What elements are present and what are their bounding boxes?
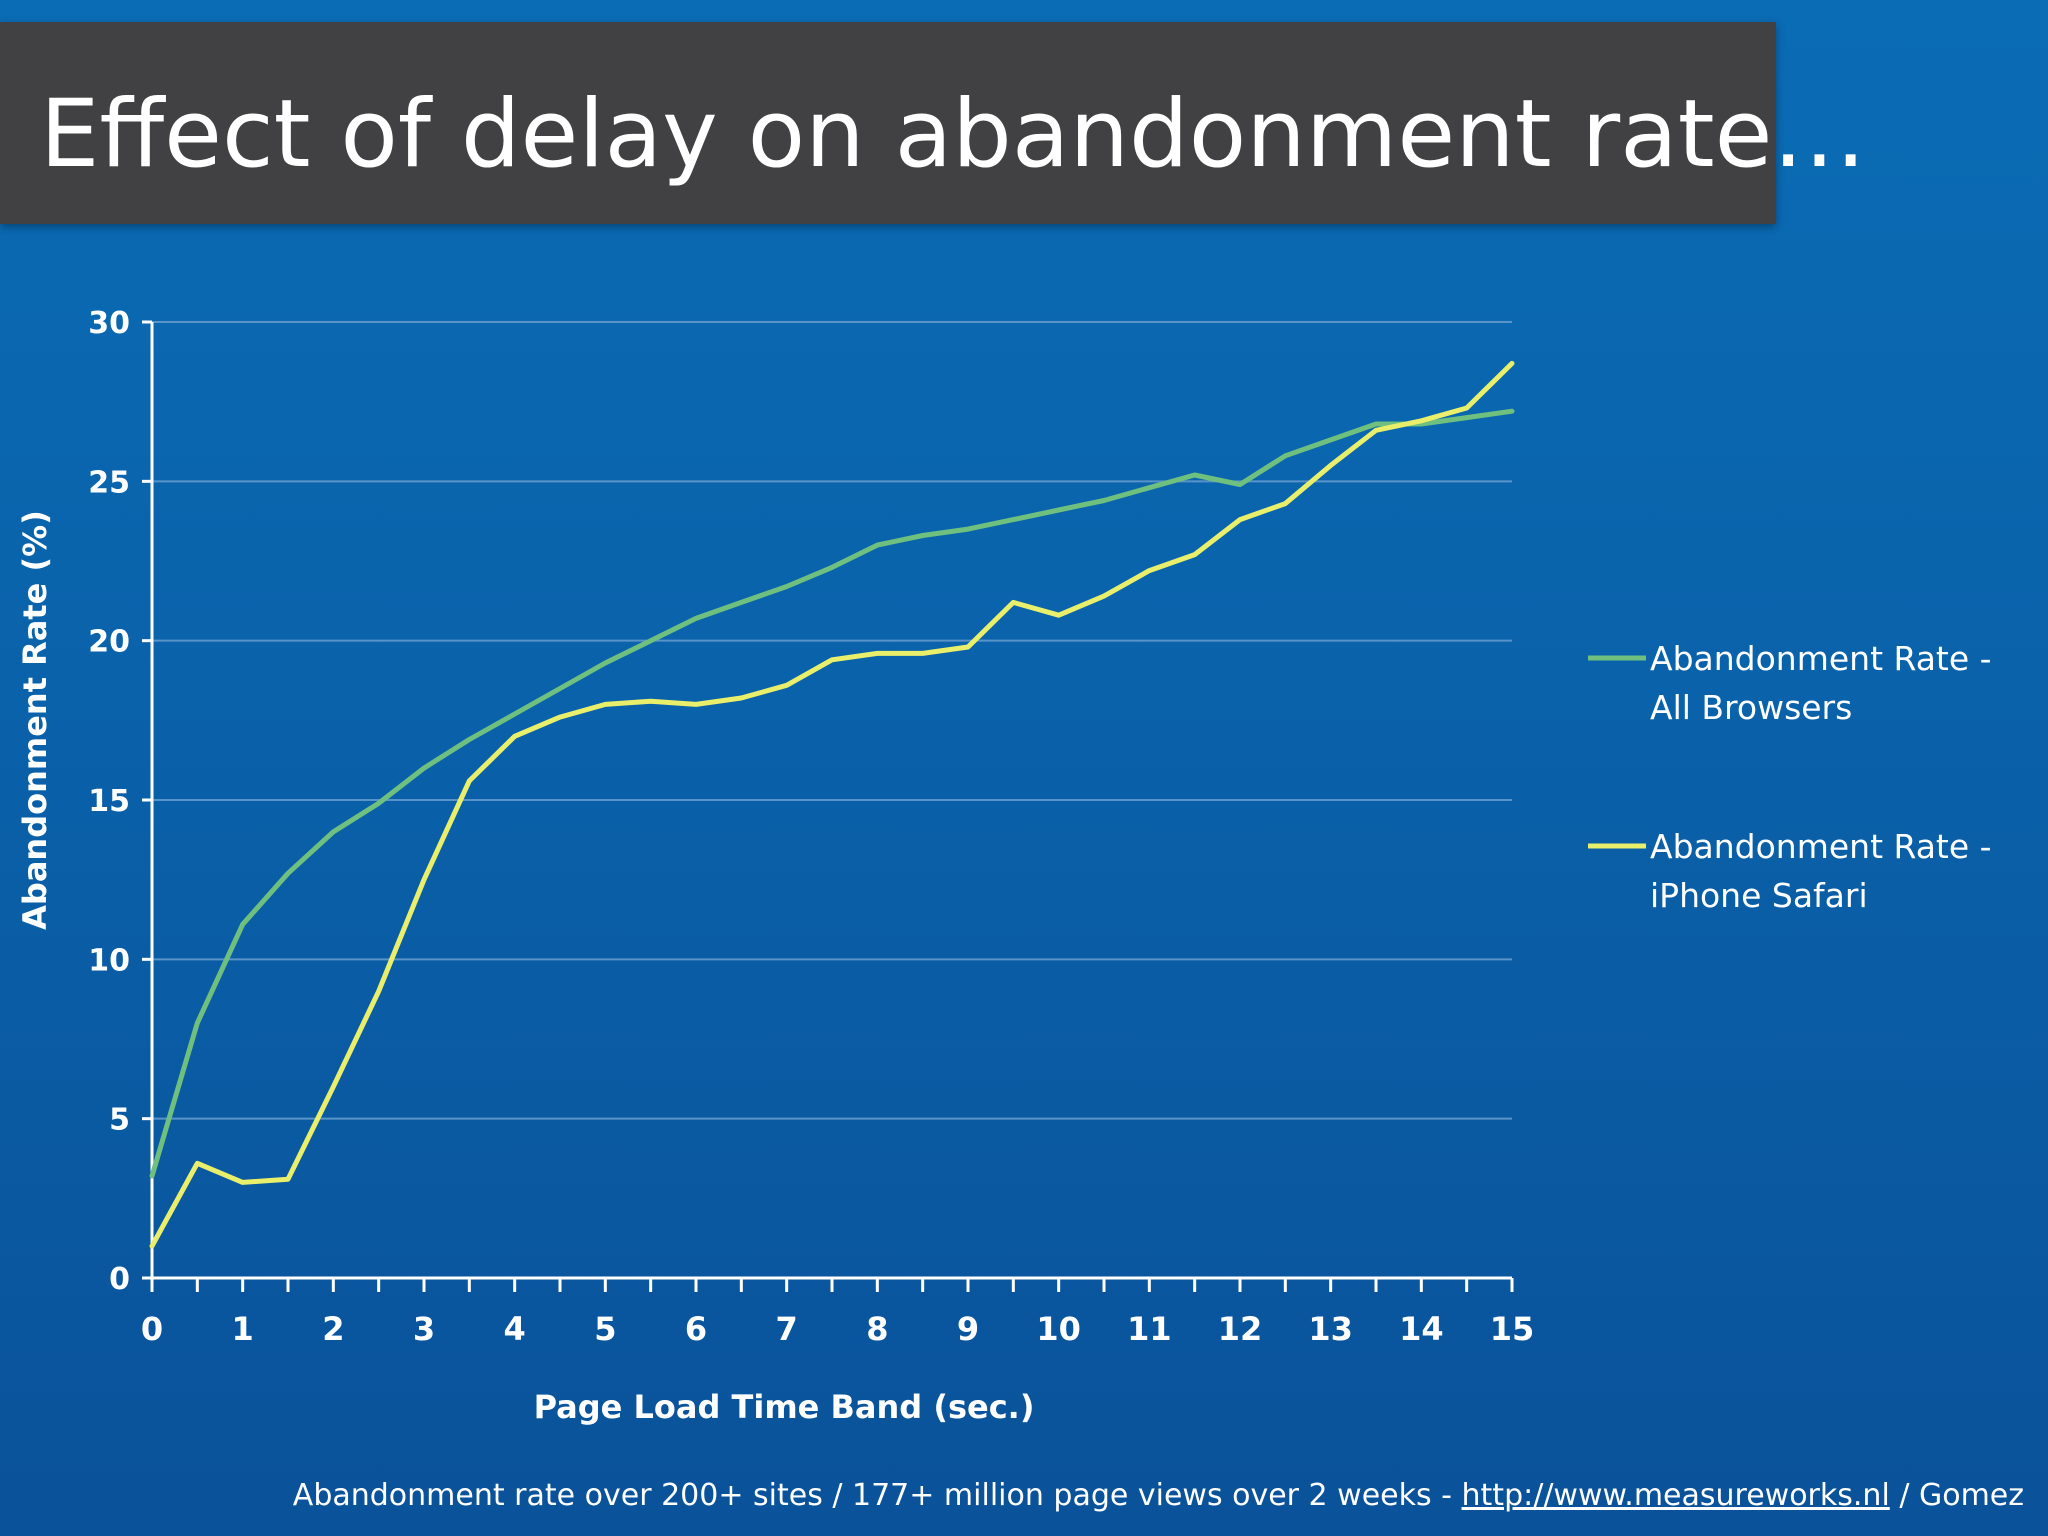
y-axis-title: Abandonment Rate (%)	[16, 510, 54, 930]
series-line-all-browsers	[149, 408, 1515, 1179]
y-tick-label: 20	[88, 625, 130, 660]
slide-title: Effect of delay on abandonment rate…	[40, 80, 1867, 189]
x-tick-label: 14	[1399, 1310, 1444, 1348]
legend-label: All Browsers	[1650, 688, 1852, 727]
source-link[interactable]: http://www.measureworks.nl	[1461, 1478, 1890, 1513]
x-tick-label: 7	[776, 1310, 798, 1348]
y-tick-label: 25	[88, 465, 130, 500]
legend-label: iPhone Safari	[1650, 876, 1868, 915]
legend: Abandonment Rate -All BrowsersAbandonmen…	[1588, 639, 1992, 915]
y-tick-label: 5	[109, 1103, 130, 1138]
footer-text: Abandonment rate over 200+ sites / 177+ …	[292, 1478, 1462, 1513]
y-tick-label: 15	[88, 784, 130, 819]
x-tick-label: 10	[1036, 1310, 1081, 1348]
x-tick-label: 13	[1308, 1310, 1353, 1348]
series-lines	[149, 360, 1515, 1249]
x-tick-label: 3	[413, 1310, 435, 1348]
x-axis-title: Page Load Time Band (sec.)	[534, 1388, 1035, 1426]
x-tick-label: 6	[685, 1310, 707, 1348]
title-bar: Effect of delay on abandonment rate…	[0, 22, 1866, 224]
x-tick-label: 8	[866, 1310, 888, 1348]
legend-label: Abandonment Rate -	[1650, 827, 1992, 866]
y-tick-label: 30	[88, 306, 130, 341]
x-tick-label: 4	[504, 1310, 526, 1348]
x-tick-label: 12	[1218, 1310, 1263, 1348]
legend-entry: Abandonment Rate - All Browsers	[1588, 639, 1992, 727]
x-tick-label: 9	[957, 1310, 979, 1348]
y-tick-label: 10	[88, 943, 130, 978]
grid-lines	[152, 321, 1512, 1120]
x-tick-label: 11	[1127, 1310, 1172, 1348]
legend-entry: Abandonment Rate - iPhone Safari	[1588, 827, 1992, 915]
x-tick-label: 15	[1490, 1310, 1535, 1348]
y-tick-label: 0	[109, 1262, 130, 1297]
x-tick-label: 1	[232, 1310, 254, 1348]
footer-suffix: / Gomez	[1889, 1478, 2024, 1513]
legend-label: Abandonment Rate -	[1650, 639, 1992, 678]
series-line-iphone-safari	[149, 360, 1515, 1249]
x-tick-label: 0	[141, 1310, 163, 1348]
x-tick-label: 2	[322, 1310, 344, 1348]
source-footer: Abandonment rate over 200+ sites / 177+ …	[293, 1478, 2024, 1513]
x-tick-label: 5	[594, 1310, 616, 1348]
